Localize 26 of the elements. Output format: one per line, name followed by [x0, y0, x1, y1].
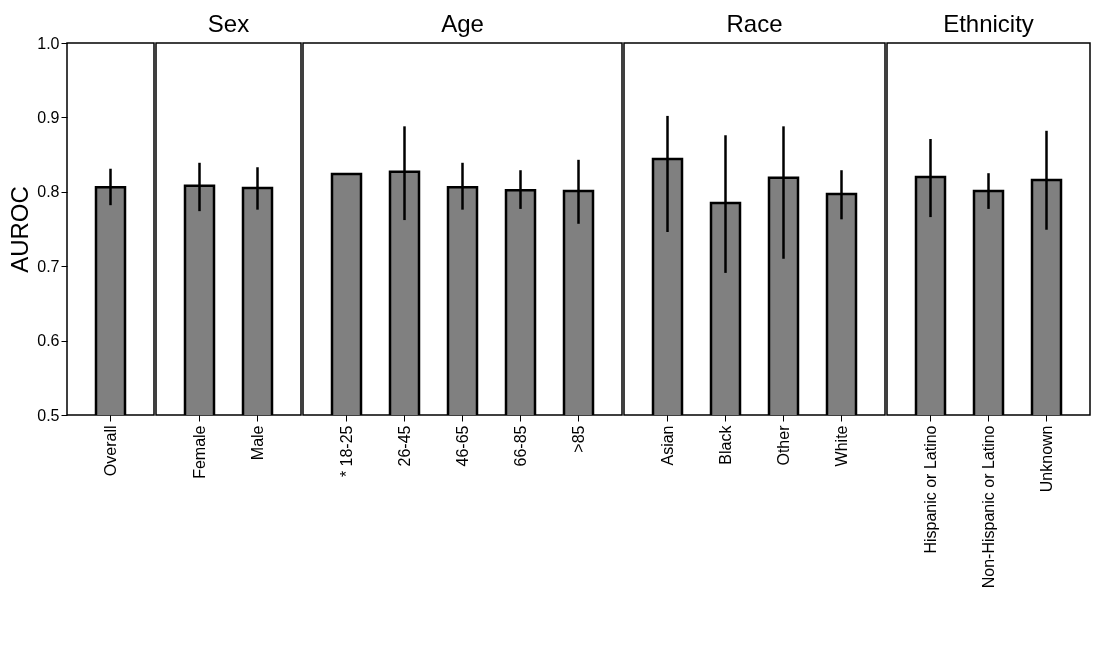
y-tick-label: 0.9: [37, 108, 60, 126]
y-axis-title: AUROC: [6, 186, 34, 273]
x-tick-label: Overall: [101, 425, 119, 477]
x-tick-label: White: [832, 425, 850, 467]
x-tick-label: * 18-25: [337, 425, 355, 478]
x-tick-label: Asian: [658, 425, 676, 466]
x-tick-label: Black: [716, 424, 734, 465]
x-tick-label: Non-Hispanic or Latino: [979, 425, 997, 589]
y-tick-label: 0.6: [37, 332, 60, 350]
chart-title: Age: [441, 10, 484, 37]
x-tick-label: Female: [190, 425, 208, 479]
chart-title: Sex: [207, 10, 250, 37]
x-tick-label: Hispanic or Latino: [921, 425, 939, 554]
y-tick-label: 1.0: [37, 34, 60, 52]
chart-title: Ethnicity: [943, 10, 1034, 37]
x-tick-label: Unknown: [1037, 425, 1055, 493]
x-tick-label: Other: [774, 424, 792, 466]
x-tick-label: 26-45: [395, 425, 413, 467]
x-tick-label: 46-65: [453, 425, 471, 467]
chart-title: Race: [726, 10, 783, 37]
x-tick-label: Male: [248, 425, 266, 461]
x-tick-label: >85: [569, 425, 587, 453]
x-tick-label: 66-85: [511, 425, 529, 467]
y-tick-label: 0.8: [37, 183, 60, 201]
y-tick-label: 0.7: [37, 257, 60, 275]
y-tick-label: 0.5: [37, 406, 60, 424]
